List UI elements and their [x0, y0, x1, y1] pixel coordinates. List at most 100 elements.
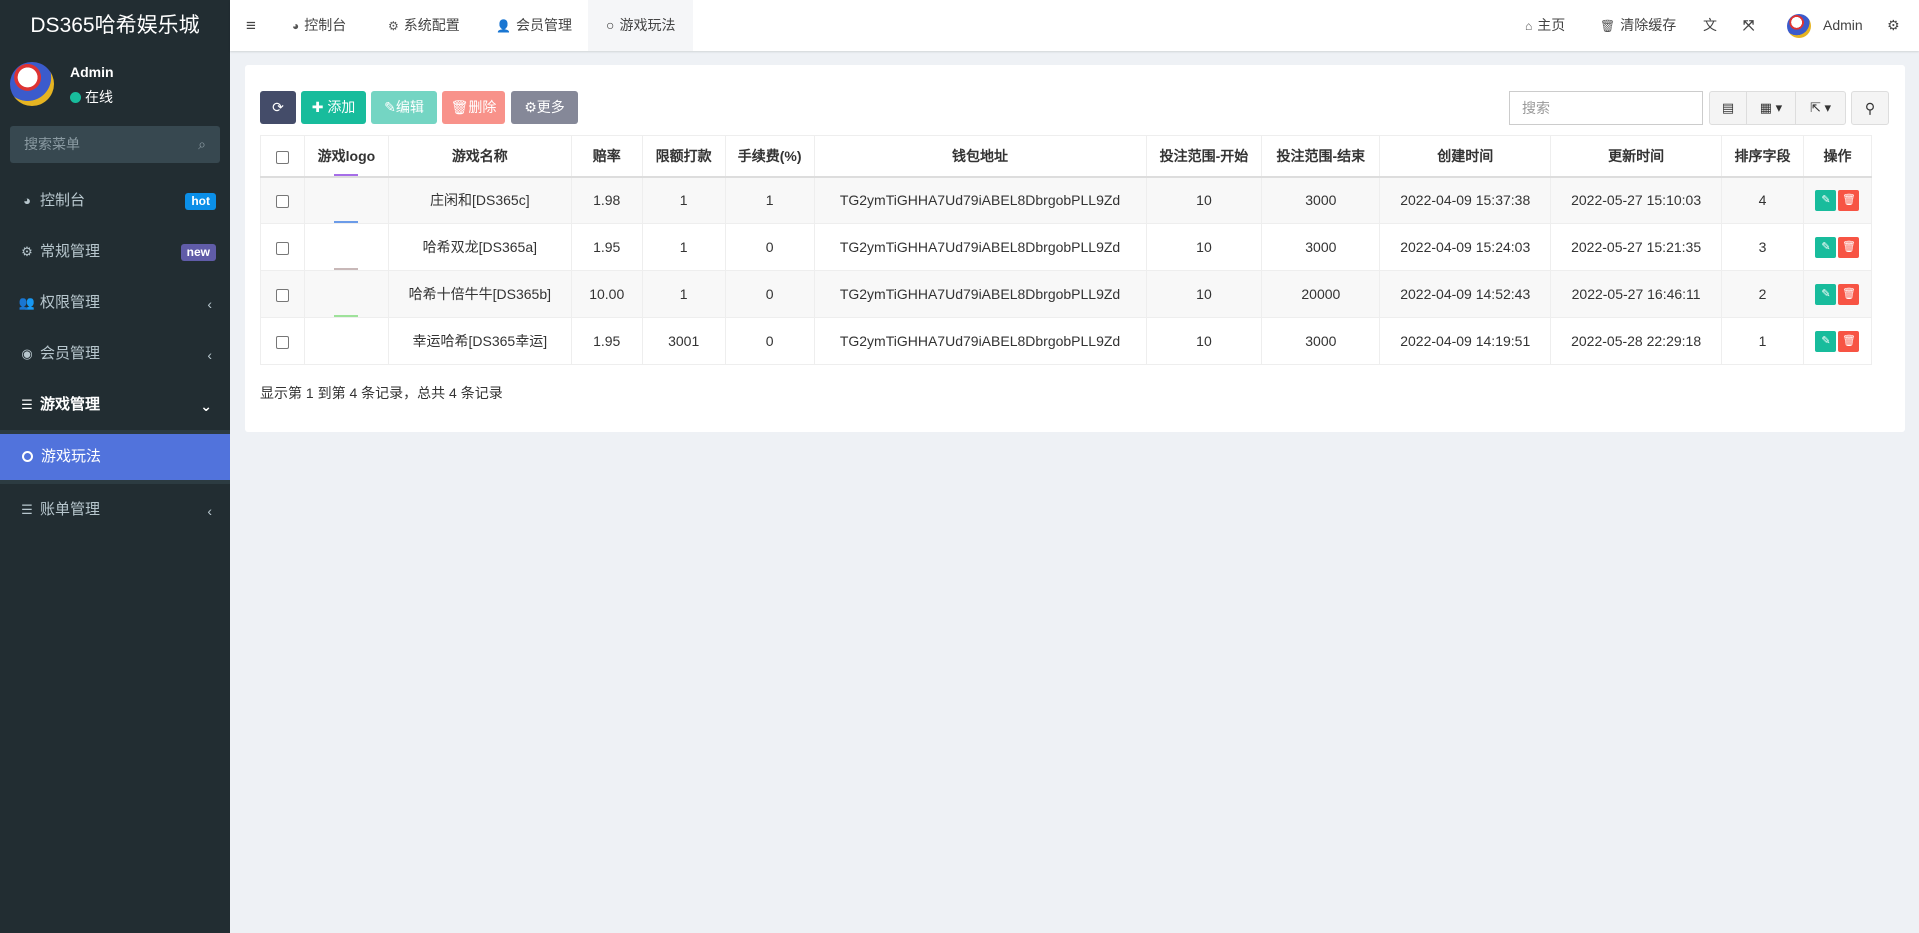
- row-checkbox[interactable]: [260, 223, 305, 271]
- col-sort[interactable]: 排序字段: [1721, 135, 1804, 178]
- home-link[interactable]: ⌂ 主页: [1525, 0, 1565, 51]
- chevron-left-icon: ‹: [207, 296, 212, 312]
- tab-system-config[interactable]: ⚙ 系统配置: [388, 0, 460, 51]
- edit-button[interactable]: ✎编辑: [371, 91, 437, 124]
- tab-label: 系统配置: [403, 17, 460, 33]
- col-logo[interactable]: 游戏logo: [303, 135, 389, 178]
- submenu: 游戏玩法: [0, 430, 230, 484]
- row-checkbox[interactable]: [260, 176, 305, 224]
- col-bet-end[interactable]: 投注范围-结束: [1261, 135, 1381, 178]
- delete-row-button[interactable]: 🗑: [1838, 283, 1860, 305]
- row-checkbox[interactable]: [260, 317, 305, 365]
- translate-icon[interactable]: 文: [1703, 17, 1717, 33]
- menu-toggle-icon[interactable]: ≡: [246, 16, 256, 35]
- cell-end: 3000: [1261, 223, 1381, 271]
- cell-start: 10: [1145, 223, 1263, 271]
- delete-row-button[interactable]: 🗑: [1838, 189, 1860, 211]
- columns-dropdown-icon[interactable]: ▦ ▾: [1747, 92, 1796, 124]
- sidebar-item-bills[interactable]: ☰ 账单管理 ‹: [0, 484, 230, 535]
- sidebar-item-general[interactable]: ⚙ 常规管理 new: [0, 226, 230, 277]
- col-limit[interactable]: 限额打款: [641, 135, 726, 178]
- trash-icon: 🗑: [450, 99, 469, 115]
- add-label: 添加: [327, 99, 356, 115]
- user-status: 在线: [70, 87, 113, 107]
- col-created[interactable]: 创建时间: [1379, 135, 1552, 178]
- edit-row-button[interactable]: ✎: [1815, 189, 1837, 211]
- cell-end: 3000: [1261, 176, 1381, 224]
- edit-row-button[interactable]: ✎: [1815, 283, 1837, 305]
- tab-members[interactable]: 👤 会员管理: [496, 0, 572, 51]
- pencil-icon: ✎: [384, 99, 396, 115]
- cell-sort: 3: [1721, 223, 1804, 271]
- col-name[interactable]: 游戏名称: [387, 135, 572, 178]
- user-icon: 👤: [496, 19, 511, 33]
- sidebar-item-label: 账单管理: [40, 501, 101, 518]
- dashboard-icon: ◕: [23, 193, 31, 208]
- game-logo: [303, 268, 389, 318]
- row-actions: ✎ 🗑: [1802, 223, 1873, 271]
- list-icon: ☰: [21, 397, 33, 412]
- menu-search-input[interactable]: 搜索菜单 ⌕: [10, 126, 220, 163]
- circle-icon: [22, 451, 33, 462]
- cell-created: 2022-04-09 14:52:43: [1379, 270, 1552, 318]
- col-odds[interactable]: 赔率: [570, 135, 643, 178]
- sidebar-item-label: 游戏管理: [40, 396, 101, 413]
- cell-wallet: TG2ymTiGHHA7Ud79iABEL8DbrgobPLL9Zd: [813, 223, 1147, 271]
- sidebar-item-auth[interactable]: 👥 权限管理 ‹: [0, 277, 230, 328]
- game-table: 游戏logo 游戏名称 赔率 限额打款 手续费(%) 钱包地址 投注范围-开始 …: [260, 135, 1873, 365]
- cell-end: 20000: [1261, 270, 1381, 318]
- cell-start: 10: [1145, 317, 1263, 365]
- gear-icon: ⚙: [388, 19, 399, 33]
- avatar: [1787, 14, 1811, 39]
- sidebar-item-members[interactable]: ◉ 会员管理 ‹: [0, 328, 230, 379]
- tab-game-rules[interactable]: ○ 游戏玩法: [588, 0, 694, 51]
- table-header: 游戏logo 游戏名称 赔率 限额打款 手续费(%) 钱包地址 投注范围-开始 …: [260, 135, 1873, 178]
- search-input[interactable]: 搜索: [1509, 91, 1703, 125]
- col-actions: 操作: [1802, 135, 1873, 178]
- row-checkbox[interactable]: [260, 270, 305, 318]
- fullscreen-icon[interactable]: ⤧: [1743, 17, 1755, 33]
- sidebar-item-dashboard[interactable]: ◕ 控制台 hot: [0, 175, 230, 226]
- brand-title[interactable]: DS365哈希娱乐城: [0, 0, 230, 51]
- refresh-button[interactable]: ⟳: [260, 91, 296, 124]
- row-actions: ✎ 🗑: [1802, 317, 1873, 365]
- export-dropdown-icon[interactable]: ⇱ ▾: [1809, 100, 1832, 115]
- col-bet-start[interactable]: 投注范围-开始: [1145, 135, 1263, 178]
- delete-row-button[interactable]: 🗑: [1838, 236, 1860, 258]
- sidebar-item-label: 权限管理: [40, 294, 101, 311]
- clear-cache-button[interactable]: 🗑 清除缓存: [1600, 0, 1676, 51]
- admin-menu[interactable]: Admin: [1787, 0, 1863, 51]
- table-row: 哈希十倍牛牛[DS365b] 10.00 1 0 TG2ymTiGHHA7Ud79iAB…: [260, 268, 1873, 318]
- sidebar-item-label: 常规管理: [40, 243, 101, 260]
- more-button[interactable]: ⚙更多: [511, 91, 578, 124]
- cell-updated: 2022-05-28 22:29:18: [1550, 317, 1723, 365]
- toggle-view-icon[interactable]: ▤: [1710, 92, 1747, 124]
- cell-created: 2022-04-09 15:24:03: [1379, 223, 1552, 271]
- sidebar-item-label: 会员管理: [40, 345, 101, 362]
- cell-wallet: TG2ymTiGHHA7Ud79iABEL8DbrgobPLL9Zd: [813, 176, 1147, 224]
- tab-dashboard[interactable]: ◕ 控制台: [292, 0, 346, 51]
- col-updated[interactable]: 更新时间: [1550, 135, 1723, 178]
- table-row: 哈希双龙[DS365a] 1.95 1 0 TG2ymTiGHHA7Ud79iABEL8…: [260, 221, 1873, 271]
- col-wallet[interactable]: 钱包地址: [813, 135, 1147, 178]
- sidebar-item-game-rules[interactable]: 游戏玩法: [0, 434, 230, 480]
- cell-wallet: TG2ymTiGHHA7Ud79iABEL8DbrgobPLL9Zd: [813, 270, 1147, 318]
- delete-row-button[interactable]: 🗑: [1838, 330, 1860, 352]
- sidebar-item-games[interactable]: ☰ 游戏管理 ⌄: [0, 379, 230, 430]
- add-button[interactable]: ✚ 添加: [301, 91, 366, 124]
- sidebar-item-label: 控制台: [40, 192, 86, 209]
- edit-row-button[interactable]: ✎: [1815, 236, 1837, 258]
- game-logo: [303, 221, 389, 271]
- tab-label: 会员管理: [515, 17, 572, 33]
- settings-gears-icon[interactable]: ⚙: [1887, 17, 1900, 33]
- select-all-checkbox[interactable]: [260, 135, 305, 178]
- search-icon[interactable]: ⌕: [198, 136, 206, 152]
- delete-button[interactable]: 🗑删除: [442, 91, 505, 124]
- edit-row-button[interactable]: ✎: [1815, 330, 1837, 352]
- dashboard-icon: ◕: [292, 19, 300, 33]
- search-toggle-icon[interactable]: ⚲: [1851, 91, 1889, 125]
- row-actions: ✎ 🗑: [1802, 270, 1873, 318]
- col-fee[interactable]: 手续费(%): [724, 135, 815, 178]
- row-actions: ✎ 🗑: [1802, 176, 1873, 224]
- cell-updated: 2022-05-27 16:46:11: [1550, 270, 1723, 318]
